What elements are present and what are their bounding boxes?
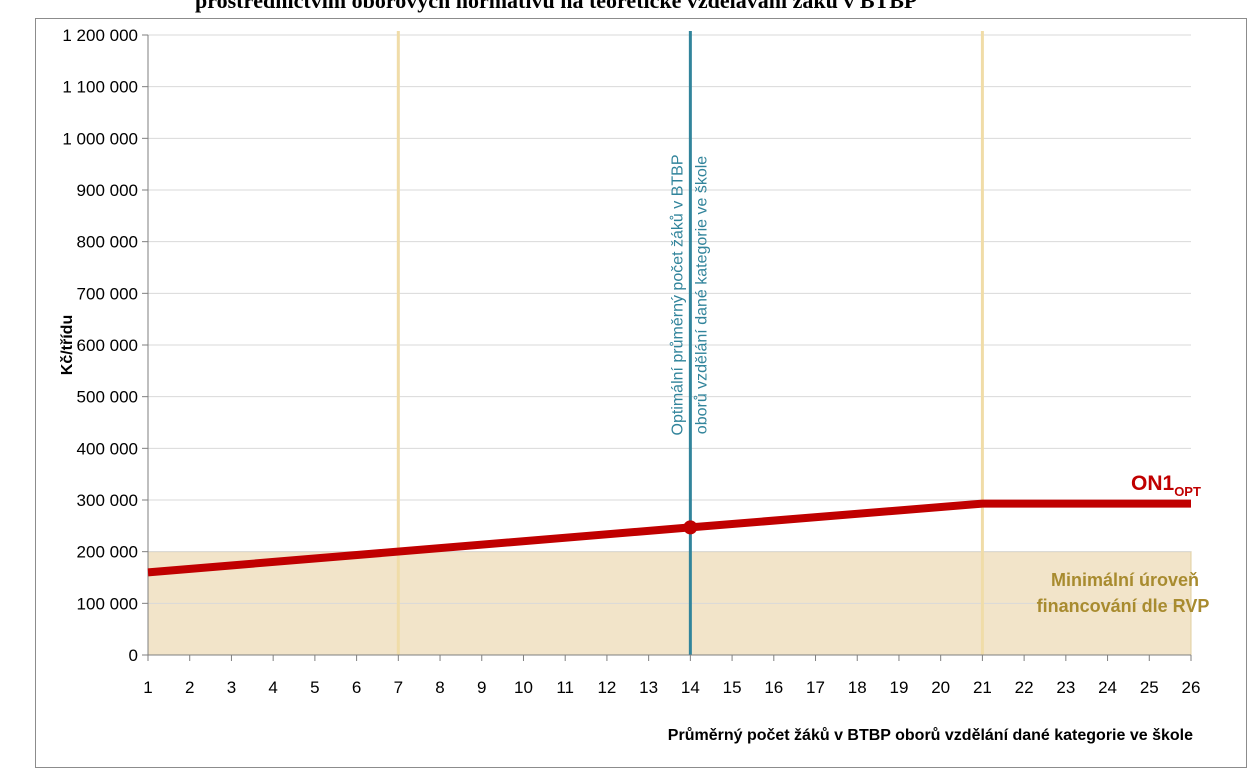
x-tick-label: 17 (806, 678, 825, 697)
x-tick-label: 22 (1015, 678, 1034, 697)
y-tick-label: 0 (129, 646, 138, 665)
series-line-on1-opt (147, 499, 1191, 577)
x-tick-label: 2 (185, 678, 194, 697)
y-tick-label: 600 000 (77, 336, 138, 355)
x-tick-label: 24 (1098, 678, 1117, 697)
shaded-region-label-line1: Minimální úroveň (1051, 570, 1199, 590)
series-label-on1-opt: ON1OPT (1131, 472, 1201, 499)
x-tick-label: 4 (268, 678, 277, 697)
chart-title: prostřednictvím oborových normativů na t… (195, 0, 918, 13)
x-tick-label: 19 (889, 678, 908, 697)
y-tick-label: 1 000 000 (62, 129, 138, 148)
optimal-line-label-line1: Optimální průměrný počet žáků v BTBP (668, 155, 686, 436)
x-tick-label: 20 (931, 678, 950, 697)
y-tick-label: 400 000 (77, 439, 138, 458)
y-tick-label: 900 000 (77, 181, 138, 200)
x-tick-label: 21 (973, 678, 992, 697)
x-tick-label: 14 (681, 678, 700, 697)
y-axis-title: Kč/třídu (59, 315, 76, 375)
x-tick-label: 1 (143, 678, 152, 697)
x-tick-label: 8 (435, 678, 444, 697)
x-tick-label: 6 (352, 678, 361, 697)
x-tick-label: 10 (514, 678, 533, 697)
y-tick-label: 700 000 (77, 284, 138, 303)
x-tick-label: 12 (597, 678, 616, 697)
y-tick-label: 200 000 (77, 543, 138, 562)
x-tick-label: 15 (723, 678, 742, 697)
optimal-line-label-line2: oborů vzdělání dané kategorie ve škole (692, 156, 710, 435)
y-tick-label: 500 000 (77, 388, 138, 407)
x-tick-label: 13 (639, 678, 658, 697)
y-tick-label: 1 200 000 (62, 26, 138, 45)
x-tick-label: 26 (1182, 678, 1201, 697)
y-tick-label: 800 000 (77, 233, 138, 252)
shaded-region-label-line2: financování dle RVP (1037, 596, 1210, 616)
x-tick-label: 23 (1056, 678, 1075, 697)
y-tick-label: 1 100 000 (62, 78, 138, 97)
x-tick-label: 5 (310, 678, 319, 697)
chart-frame (35, 18, 1247, 768)
x-tick-label: 18 (848, 678, 867, 697)
x-tick-label: 11 (556, 678, 574, 697)
x-axis-title: Průměrný počet žáků v BTBP oborů vzdělán… (668, 727, 1193, 744)
y-tick-label: 100 000 (77, 594, 138, 613)
x-tick-label: 25 (1140, 678, 1159, 697)
x-tick-label: 7 (394, 678, 403, 697)
x-tick-label: 3 (227, 678, 236, 697)
series-marker-optimum (683, 520, 698, 535)
y-tick-label: 300 000 (77, 491, 138, 510)
x-tick-label: 9 (477, 678, 486, 697)
x-tick-label: 16 (764, 678, 783, 697)
